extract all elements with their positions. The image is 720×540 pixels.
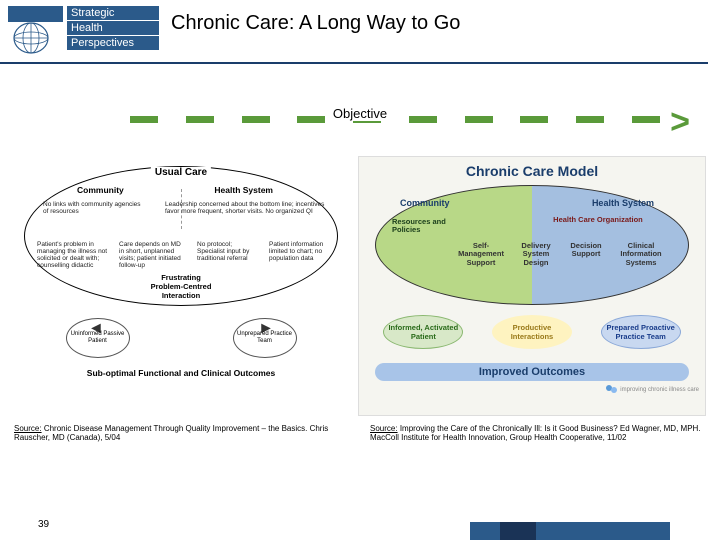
- brand-tag: Strategic: [67, 6, 159, 20]
- chronic-care-model-diagram: Chronic Care Model Community Health Syst…: [358, 156, 706, 416]
- ccm-healthsystem-heading: Health System: [592, 198, 654, 208]
- usual-care-heading: Usual Care: [151, 167, 211, 178]
- ccm-credit-logo: improving chronic illness care: [604, 383, 699, 397]
- objective-label: Objective: [329, 106, 391, 121]
- community-text: No links with community agencies of reso…: [43, 201, 143, 215]
- title-rule: [0, 62, 708, 64]
- ccm-org: Health Care Organization: [528, 216, 668, 224]
- interaction-label: FrustratingProblem-CentredInteraction: [151, 273, 212, 300]
- brand-tags: Strategic Health Perspectives: [67, 6, 159, 51]
- ccm-pill-interactions: Productive Interactions: [492, 315, 572, 349]
- source-left: Source: Chronic Disease Management Throu…: [14, 424, 350, 442]
- footer-bar: [470, 522, 670, 540]
- cell-text: Care depends on MD in short, unplanned v…: [119, 241, 187, 270]
- globe-icon: [10, 20, 52, 56]
- healthsystem-text: Leadership concerned about the bottom li…: [165, 201, 335, 215]
- page-number: 39: [38, 519, 49, 530]
- sub-oval-team: Unprepared Practice Team: [233, 318, 297, 358]
- ccm-item: Delivery System Design: [514, 242, 558, 267]
- cell-text: No protocol; Specialist input by traditi…: [197, 241, 261, 262]
- objective-arrow: Objective >: [0, 120, 720, 148]
- arrowhead-icon: >: [670, 103, 690, 142]
- community-heading: Community: [77, 185, 124, 195]
- ccm-resources: Resources and Policies: [392, 218, 462, 235]
- cell-text: Patient information limited to chart; no…: [269, 241, 339, 262]
- brand-tag: Health: [67, 21, 159, 35]
- outcome-label: Sub-optimal Functional and Clinical Outc…: [81, 368, 281, 378]
- ccm-item: Decision Support: [564, 242, 608, 259]
- healthsystem-heading: Health System: [214, 185, 273, 195]
- page-title: Chronic Care: A Long Way to Go: [171, 12, 460, 35]
- source-right: Source: Improving the Care of the Chroni…: [370, 424, 706, 442]
- ccm-item: Clinical Information Systems: [612, 242, 670, 267]
- ccm-community-heading: Community: [400, 198, 450, 208]
- brand-logo: [8, 6, 63, 54]
- ccm-title: Chronic Care Model: [365, 163, 699, 179]
- sources-row: Source: Chronic Disease Management Throu…: [0, 416, 720, 442]
- people-icon: [604, 383, 618, 397]
- ccm-outcome: Improved Outcomes: [375, 363, 689, 381]
- usual-care-diagram: Usual Care Community Health System No li…: [14, 156, 348, 416]
- brand-tag: Perspectives: [67, 36, 159, 50]
- ccm-pill-patient: Informed, Activated Patient: [383, 315, 463, 349]
- ccm-pill-team: Prepared Proactive Practice Team: [601, 315, 681, 349]
- ccm-oval: Community Health System Resources and Po…: [375, 185, 689, 305]
- cell-text: Patient's problem in managing the illnes…: [37, 241, 109, 270]
- arrow-dashes: [130, 116, 660, 123]
- sub-oval-patient: Uninformed Passive Patient: [66, 318, 130, 358]
- ccm-item: Self-Management Support: [454, 242, 508, 267]
